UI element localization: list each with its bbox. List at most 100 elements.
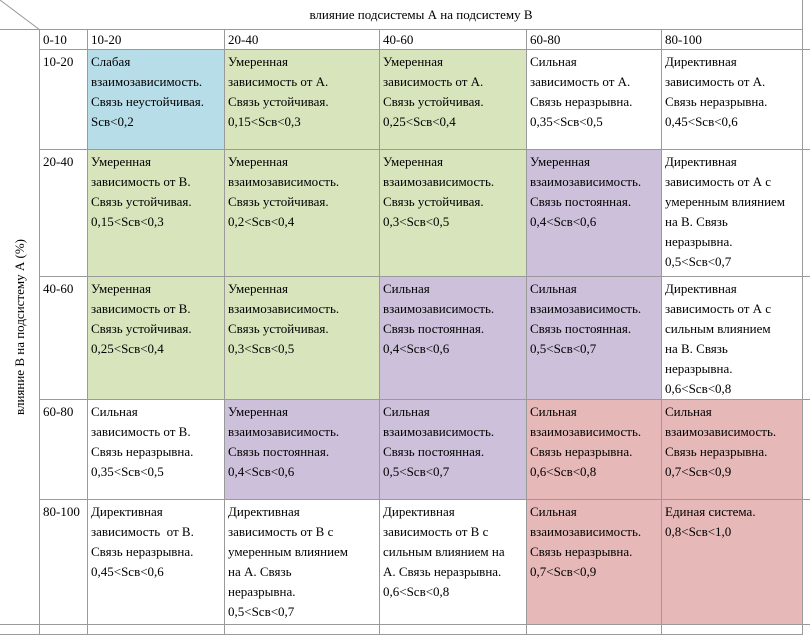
cell-text: Директивная: [665, 54, 737, 69]
cell-text: А. Связь неразрывна.: [383, 564, 502, 579]
column-header: 40-60: [380, 30, 527, 50]
cell-text: зависимость от В с: [228, 524, 334, 539]
cell-text: Связь неразрывна.: [665, 94, 768, 109]
cell-text: неразрывна.: [665, 361, 733, 376]
side-label-cell: влияние В на подсистему А (%): [0, 30, 40, 625]
cell-text: Связь неразрывна.: [530, 444, 633, 459]
cell-text: зависимость от А.: [665, 74, 766, 89]
table-cell: Директивная зависимость от А с сильным вли…: [662, 277, 803, 400]
cell-text: сильным влиянием на: [383, 544, 505, 559]
table-cell: Единая система. 0,8<Sсв<1,0: [662, 500, 803, 625]
cell-text: зависимость от А.: [383, 74, 484, 89]
cell-text: 0,5<Sсв<0,7: [383, 464, 450, 479]
cell-text: Связь постоянная.: [228, 444, 330, 459]
row-header: 80-100: [40, 500, 88, 625]
empty-cell: [803, 277, 810, 400]
cell-text: зависимость от В.: [91, 424, 191, 439]
cell-text: Связь постоянная.: [383, 444, 485, 459]
column-header: 10-20: [88, 30, 225, 50]
cell-text: 0,6<Sсв<0,8: [665, 381, 732, 396]
cell-text: зависимость от А.: [228, 74, 329, 89]
cell-text: 0,4<Sсв<0,6: [228, 464, 295, 479]
cell-text: Связь устойчивая.: [91, 321, 192, 336]
table-cell: Умеренная взаимозависимость. Связь постоян…: [225, 400, 380, 500]
cell-text: Сильная: [530, 281, 577, 296]
table-cell: Сильная взаимозависимость. Связь постоянна…: [380, 277, 527, 400]
cell-text: Умеренная: [91, 281, 151, 296]
cell-text: умеренным влиянием: [665, 194, 786, 209]
row-header: 60-80: [40, 400, 88, 500]
cell-text: 0,15<Sсв<0,3: [91, 214, 164, 229]
cell-text: Связь неустойчивая.: [91, 94, 205, 109]
cell-text: 0,4<Sсв<0,6: [383, 341, 450, 356]
cell-text: зависимость от А с: [665, 174, 772, 189]
table-cell: Директивная зависимость от В. Связь неразр…: [88, 500, 225, 625]
empty-cell: [803, 500, 810, 625]
cell-text: на В. Связь: [665, 214, 728, 229]
cell-text: Связь постоянная.: [530, 194, 632, 209]
cell-text: умеренным влиянием: [228, 544, 349, 559]
cell-text: 0,7<Sсв<0,9: [665, 464, 732, 479]
empty-cell: [803, 50, 810, 150]
cell-text: Sсв<0,2: [91, 114, 134, 129]
cell-text: Директивная: [91, 504, 163, 519]
cell-text: зависимость от А с: [665, 301, 772, 316]
cell-text: Связь устойчивая.: [383, 94, 484, 109]
cell-text: 0,3<Sсв<0,5: [228, 341, 295, 356]
corner: [0, 0, 40, 30]
cell-text: 0,5<Sсв<0,7: [665, 254, 732, 269]
table-cell: Сильная взаимозависимость. Связь неразрывн…: [527, 500, 662, 625]
cell-text: 0,15<Sсв<0,3: [228, 114, 301, 129]
table-cell: Директивная зависимость от А. Связь неразр…: [662, 50, 803, 150]
cell-text: неразрывна.: [228, 584, 296, 599]
table-cell: Умеренная зависимость от А. Связь устойчив…: [225, 50, 380, 150]
table-cell: Умеренная зависимость от В. Связь устойчив…: [88, 150, 225, 277]
table-cell: Сильная взаимозависимость. Связь постоянна…: [527, 277, 662, 400]
cell-text: взаимозависимость.: [383, 424, 495, 439]
cell-text: Сильная: [530, 54, 577, 69]
cell-text: Связь устойчивая.: [228, 94, 329, 109]
cell-text: Умеренная: [383, 54, 443, 69]
column-header: 60-80: [527, 30, 662, 50]
cell-text: 0,5<Sсв<0,7: [228, 604, 295, 619]
diagonal: [0, 0, 40, 30]
empty-cell: [40, 625, 88, 635]
cell-text: 0,6<Sсв<0,8: [530, 464, 597, 479]
cell-text: зависимость от В.: [91, 301, 191, 316]
cell-text: Умеренная: [530, 154, 590, 169]
cell-text: Связь устойчивая.: [228, 194, 329, 209]
table-cell: Слабая взаимозависимость. Связь неустойчив…: [88, 50, 225, 150]
cell-text: взаимозависимость.: [665, 424, 777, 439]
cell-text: 0,4<Sсв<0,6: [530, 214, 597, 229]
cell-text: 0,35<Sсв<0,5: [91, 464, 164, 479]
cell-text: Связь неразрывна.: [665, 444, 768, 459]
cell-text: Умеренная: [228, 54, 288, 69]
cell-text: зависимость от В.: [91, 524, 194, 539]
cell-text: Связь устойчивая.: [228, 321, 329, 336]
cell-text: Директивная: [228, 504, 300, 519]
cell-text: Умеренная: [228, 154, 288, 169]
cell-text: Умеренная: [228, 404, 288, 419]
cell-text: Умеренная: [383, 154, 443, 169]
cell-text: Связь постоянная.: [383, 321, 485, 336]
cell-text: на В. Связь: [665, 341, 728, 356]
cell-text: Директивная: [665, 154, 737, 169]
cell-text: 0,25<Sсв<0,4: [383, 114, 456, 129]
cell-text: взаимозависимость.: [383, 174, 495, 189]
empty-cell: [380, 625, 527, 635]
table-cell: Сильная зависимость от А. Связь неразрывна…: [527, 50, 662, 150]
cell-text: взаимозависимость.: [530, 524, 642, 539]
cell-text: взаимозависимость.: [228, 301, 340, 316]
table-cell: Директивная зависимость от В с умеренным в…: [225, 500, 380, 625]
cell-text: взаимозависимость.: [530, 424, 642, 439]
table-cell: Умеренная взаимозависимость. Связь устойчи…: [380, 150, 527, 277]
column-header: 0-10: [40, 30, 88, 50]
row-header: 20-40: [40, 150, 88, 277]
table-cell: Сильная зависимость от В. Связь неразрывна…: [88, 400, 225, 500]
cell-text: зависимость от А.: [530, 74, 631, 89]
cell-text: 0,5<Sсв<0,7: [530, 341, 597, 356]
cell-text: Связь постоянная.: [530, 321, 632, 336]
cell-text: 0,45<Sсв<0,6: [91, 564, 164, 579]
cell-text: Сильная: [530, 404, 577, 419]
